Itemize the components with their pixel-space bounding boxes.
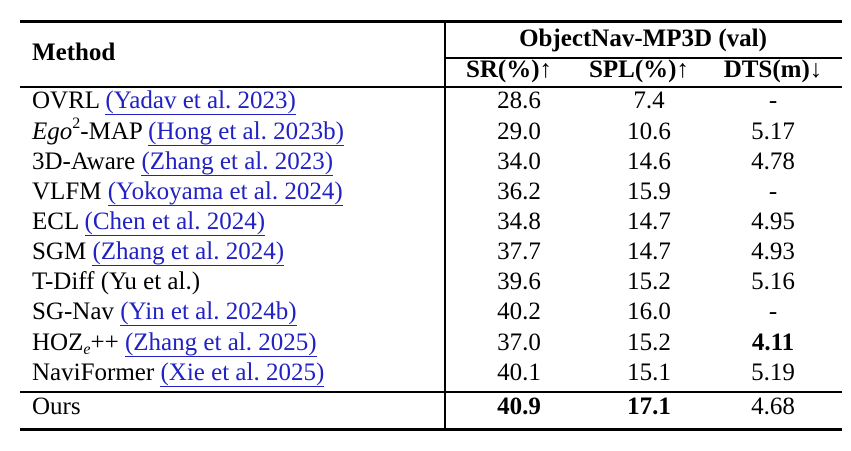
header-rule (20, 86, 842, 88)
method-cell: NaviFormer (Xie et al. 2025) (32, 358, 325, 388)
sr-value: 28.6 (497, 87, 541, 114)
method-name: Ego2-MAP (32, 115, 142, 146)
sr-value: 39.6 (497, 268, 541, 295)
method-cell: HOZe++ (Zhang et al. 2025) (32, 328, 317, 358)
citation-link[interactable]: (Yokoyama et al. 2024) (107, 178, 343, 206)
dts-value: 5.16 (751, 268, 795, 295)
citation-link[interactable]: (Yin et al. 2024b) (120, 298, 297, 326)
dts-value: 4.93 (751, 238, 795, 265)
method-name: HOZe++ (32, 329, 119, 358)
sr-value: 40.2 (497, 298, 541, 325)
dts-value: - (768, 298, 778, 325)
method-name-sub: e (83, 341, 91, 358)
method-name: ECL (32, 208, 79, 235)
method-cell: VLFM (Yokoyama et al. 2024) (32, 177, 343, 207)
ours-rule (20, 391, 842, 393)
dts-value-best: 4.11 (751, 329, 795, 356)
method-name: OVRL (32, 87, 100, 114)
spl-value: 14.7 (627, 238, 671, 265)
citation-text: (Yu et al.) (100, 268, 201, 295)
method-cell: OVRL (Yadav et al. 2023) (32, 86, 296, 116)
dts-value: 5.19 (751, 359, 795, 386)
citation-link[interactable]: (Hong et al. 2023b) (148, 118, 344, 146)
bottom-rule (20, 428, 842, 431)
method-cell: SG-Nav (Yin et al. 2024b) (32, 297, 297, 327)
dts-value: - (768, 87, 778, 114)
sr-value: 34.8 (497, 208, 541, 235)
header-sr: SR(%)↑ (465, 56, 553, 83)
spl-value: 14.6 (627, 148, 671, 175)
method-name-suffix: ++ (90, 329, 119, 356)
citation-link[interactable]: (Xie et al. 2025) (160, 359, 325, 387)
sr-value: 29.0 (497, 118, 541, 145)
method-cell: T-Diff (Yu et al.) (32, 267, 200, 297)
method-name-suffix: -MAP (80, 118, 142, 145)
sr-value: 36.2 (497, 178, 541, 205)
citation-link[interactable]: (Zhang et al. 2024) (92, 238, 285, 266)
spl-value: 15.2 (627, 329, 671, 356)
citation-link[interactable]: (Yadav et al. 2023) (105, 87, 296, 115)
header-group: ObjectNav-MP3D (val) (519, 25, 767, 52)
sr-value: 37.0 (497, 329, 541, 356)
dts-value: 4.95 (751, 208, 795, 235)
header-method: Method (32, 39, 116, 66)
spl-value: 15.1 (627, 359, 671, 386)
sr-value: 40.1 (497, 359, 541, 386)
spl-value: 10.6 (627, 118, 671, 145)
method-cell: ECL (Chen et al. 2024) (32, 207, 266, 237)
citation-link[interactable]: (Zhang et al. 2025) (124, 329, 317, 357)
method-name: SGM (32, 238, 87, 265)
ours-method: Ours (32, 393, 81, 420)
method-name: SG-Nav (32, 298, 114, 325)
sr-value: 34.0 (497, 148, 541, 175)
spl-value: 7.4 (633, 87, 665, 114)
method-name-sup: 2 (72, 115, 81, 132)
citation-link[interactable]: (Chen et al. 2024) (84, 208, 266, 236)
header-spl: SPL(%)↑ (589, 56, 689, 83)
method-name-part: Ego (32, 118, 73, 145)
ours-dts-value: 4.68 (751, 393, 795, 420)
sr-value: 37.7 (497, 238, 541, 265)
top-rule (20, 20, 842, 23)
method-name: 3D-Aware (32, 148, 136, 175)
header-dts: DTS(m)↓ (723, 56, 823, 83)
citation-link[interactable]: (Zhang et al. 2023) (141, 148, 334, 176)
ours-spl-value: 17.1 (627, 393, 671, 420)
method-cell: Ego2-MAP (Hong et al. 2023b) (32, 115, 344, 147)
spl-value: 14.7 (627, 208, 671, 235)
method-name: VLFM (32, 178, 102, 205)
method-name-part: HOZ (32, 329, 84, 356)
spl-value: 15.9 (627, 178, 671, 205)
method-cell: SGM (Zhang et al. 2024) (32, 237, 285, 267)
dts-value: - (768, 178, 778, 205)
group-underline (444, 57, 842, 59)
spl-value: 15.2 (627, 268, 671, 295)
method-name: NaviFormer (32, 359, 155, 386)
method-name: T-Diff (32, 268, 95, 295)
dts-value: 5.17 (751, 118, 795, 145)
dts-value: 4.78 (751, 148, 795, 175)
spl-value: 16.0 (627, 298, 671, 325)
column-divider (444, 23, 446, 428)
ours-sr-value: 40.9 (497, 393, 541, 420)
method-cell: 3D-Aware (Zhang et al. 2023) (32, 147, 334, 177)
